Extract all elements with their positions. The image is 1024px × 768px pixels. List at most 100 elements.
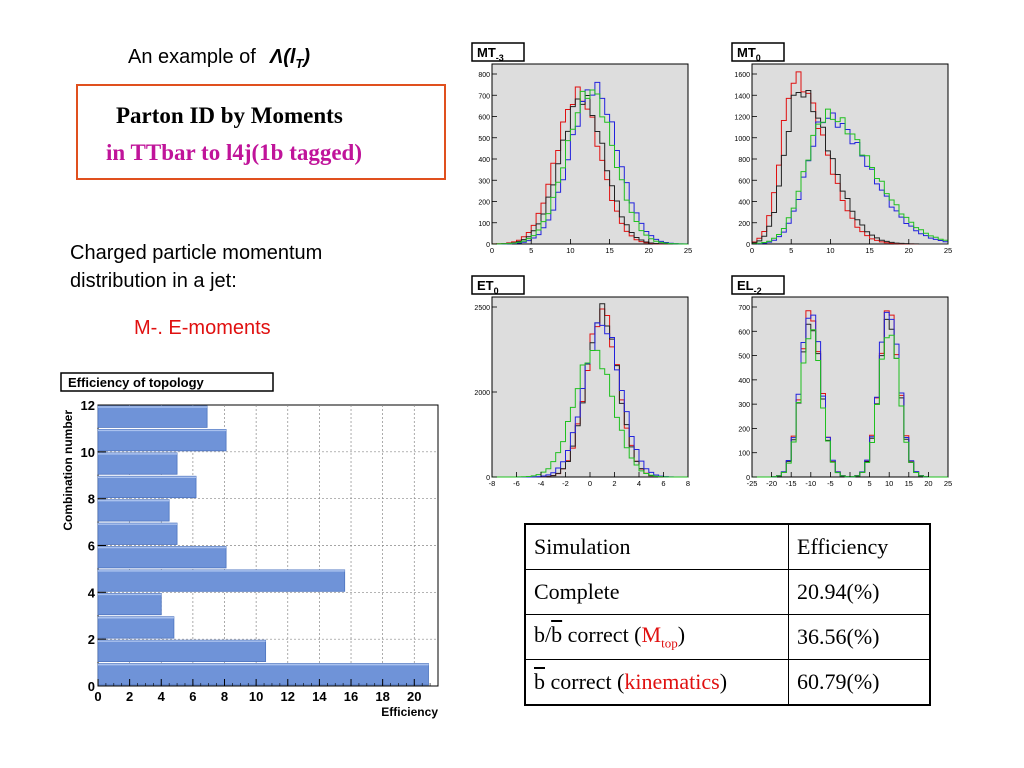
histogram-series <box>492 349 689 478</box>
x-tick-label: -8 <box>489 479 496 487</box>
x-tick-label: -6 <box>513 479 520 487</box>
histogram-series <box>751 112 949 245</box>
x-tick-label: 2 <box>612 479 616 487</box>
x-tick-label: 15 <box>865 246 873 254</box>
x-tick-label: 10 <box>566 246 574 254</box>
y-tick-label: 100 <box>738 451 750 458</box>
x-tick-label: -10 <box>805 479 816 487</box>
header-simulation: Simulation <box>524 523 789 570</box>
x-tick-label: -15 <box>786 479 797 487</box>
y-tick-label: 1000 <box>734 136 750 143</box>
efficiency-chart: Efficiency of topology 0 2 4 6 8 10 12 14 16 18 20 0… <box>60 372 439 719</box>
x-tick-label: 25 <box>684 246 692 254</box>
y-tick-label: 0 <box>746 475 750 482</box>
x-tick-label: 4 <box>637 479 641 487</box>
x-tick-label: 20 <box>645 246 653 254</box>
x-tick-label: 14 <box>312 689 327 704</box>
y-tick-label: 400 <box>738 200 750 207</box>
y-tick-label: 2 <box>88 632 95 647</box>
table-row: b/b correct (Mtop) 36.56(%) <box>524 614 931 660</box>
y-tick-label: 0 <box>486 475 490 482</box>
histogram-panel <box>491 296 689 478</box>
row-complete-label: Complete <box>524 569 789 615</box>
x-tick-label: 0 <box>588 479 592 487</box>
histogram-title-box <box>471 275 525 295</box>
row-bbbar-label: b/b correct (Mtop) <box>524 614 789 660</box>
histogram-el-minus2: EL-2 -25 -20 -15 -10 -5 0 5 10 15 20 25 0 100 200 300 40… <box>730 275 952 492</box>
table-row: b correct (kinematics) 60.79(%) <box>524 659 931 706</box>
intro-text: An example of Λ(lT) <box>128 46 310 71</box>
y-tick-label: 500 <box>478 136 490 143</box>
bar <box>97 663 429 686</box>
x-tick-label: 0 <box>94 689 101 704</box>
y-tick-label: 4 <box>88 585 96 600</box>
y-tick-label: 1600 <box>734 72 750 79</box>
x-tick-label: -20 <box>766 479 777 487</box>
y-tick-label: 6 <box>88 539 95 554</box>
description-line-1: Charged particle momentum <box>70 242 323 264</box>
x-axis-label: Efficiency <box>381 705 438 719</box>
y-tick-label: 1200 <box>734 115 750 122</box>
table-row: Complete 20.94(%) <box>524 569 931 615</box>
title-line-1: Parton ID by Moments <box>116 103 343 128</box>
bar <box>97 592 162 616</box>
y-tick-label: 0 <box>746 242 750 249</box>
x-tick-label: -5 <box>827 479 834 487</box>
header-efficiency: Efficiency <box>788 523 931 570</box>
y-tick-label: 0 <box>486 242 490 249</box>
y-tick-label: 200 <box>738 221 750 228</box>
y-tick-label: 200 <box>738 426 750 433</box>
histogram-title-box <box>731 275 785 295</box>
y-tick-label: 400 <box>478 157 490 164</box>
y-tick-label: 400 <box>738 378 750 385</box>
x-tick-label: 20 <box>407 689 421 704</box>
x-tick-label: 18 <box>375 689 389 704</box>
x-tick-label: 0 <box>848 479 852 487</box>
histogram-mt-minus3: MT-3 0 5 10 15 20 25 0 100 200 300 400 500 600 700 800 <box>470 42 692 259</box>
y-axis-label: Combination number <box>61 410 75 531</box>
x-tick-label: 2 <box>126 689 133 704</box>
bar <box>97 499 170 522</box>
y-tick-label: 0 <box>88 679 95 694</box>
intro-label: An example of <box>128 46 256 68</box>
row-bbar-label: b correct (kinematics) <box>524 659 789 706</box>
x-tick-label: 10 <box>826 246 834 254</box>
x-tick-label: -4 <box>538 479 545 487</box>
x-tick-label: 6 <box>661 479 665 487</box>
histogram-svg: EL-2-25 -20 -15 -10 -5 0 5 10 15 20 25010020030040… <box>731 275 952 488</box>
y-tick-label: 300 <box>738 402 750 409</box>
y-tick-label: 600 <box>478 115 490 122</box>
title-box <box>76 84 446 180</box>
bar <box>97 429 227 452</box>
x-tick-label: -25 <box>747 479 758 487</box>
y-tick-label: 100 <box>478 221 490 228</box>
y-tick-label: 500 <box>738 354 750 361</box>
histogram-title: MT0 <box>737 45 761 63</box>
table-header-row: Simulation Efficiency <box>524 523 931 570</box>
x-tick-label: 20 <box>924 479 932 487</box>
y-tick-label: 2500 <box>474 305 490 312</box>
results-table: Simulation Efficiency Complete 20.94(%) … <box>524 523 931 706</box>
x-tick-label: -2 <box>562 479 569 487</box>
x-tick-label: 6 <box>189 689 196 704</box>
chart-title-box <box>60 372 274 392</box>
x-tick-label: 15 <box>605 246 613 254</box>
histogram-mt0: MT0 0 5 10 15 20 25 0 200 400 600 800 1000 1200 1400 16… <box>730 42 952 259</box>
bar <box>97 452 178 475</box>
x-tick-label: 8 <box>686 479 690 487</box>
bar <box>97 639 267 662</box>
y-tick-label: 12 <box>81 398 95 413</box>
histogram-series <box>751 108 949 245</box>
chart-title: Efficiency of topology <box>68 375 205 390</box>
y-tick-label: 2000 <box>474 390 490 397</box>
histogram-series <box>491 89 689 245</box>
histogram-panel <box>751 296 949 478</box>
bar <box>97 546 227 569</box>
x-tick-label: 0 <box>490 246 494 254</box>
histogram-svg: ET0 -8 -6 -4 -2 0 2 4 6 8 0 2000 2500 <box>471 275 690 488</box>
y-tick-label: 600 <box>738 329 750 336</box>
x-tick-label: 12 <box>281 689 295 704</box>
x-tick-label: 5 <box>868 479 872 487</box>
row-bbbar-value: 36.56(%) <box>788 614 931 660</box>
